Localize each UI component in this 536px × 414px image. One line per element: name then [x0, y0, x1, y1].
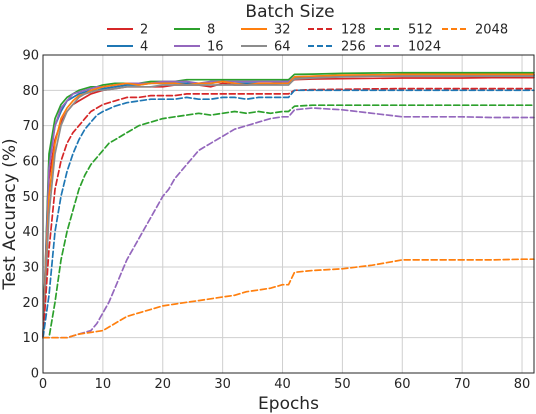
legend-label-1024: 1024 [408, 40, 441, 55]
legend-label-512: 512 [408, 23, 433, 38]
plot-frame [42, 54, 535, 374]
legend-label-16: 16 [207, 40, 224, 55]
y-tick-label: 50 [22, 190, 39, 205]
y-tick-label: 30 [22, 261, 39, 276]
x-tick-label: 70 [454, 377, 471, 392]
legend-label-64: 64 [274, 40, 291, 55]
x-tick-label: 80 [514, 377, 531, 392]
legend-label-8: 8 [207, 23, 215, 38]
x-axis-label: Epochs [258, 394, 319, 414]
y-tick-label: 70 [22, 119, 39, 134]
series-line-256 [42, 89, 535, 339]
legend-label-32: 32 [274, 23, 291, 38]
legend-label-256: 256 [341, 40, 366, 55]
x-tick-label: 60 [394, 377, 411, 392]
series-line-32 [42, 73, 535, 339]
y-tick-label: 40 [22, 225, 39, 240]
series-line-512 [42, 104, 535, 339]
series-line-64 [42, 75, 535, 339]
y-axis-label: Test Accuracy (%) [0, 138, 20, 290]
y-tick-label: 60 [22, 155, 39, 170]
tick-labels: 0 10 20 30 40 50 60 70 80 0 10 20 30 40 50 60 70 80 90 [22, 49, 530, 393]
y-tick-label: 0 [31, 367, 39, 382]
series-line-8 [42, 71, 535, 339]
x-tick-label: 10 [95, 377, 112, 392]
x-tick-label: 20 [154, 377, 171, 392]
gridlines [42, 54, 534, 374]
x-tick-label: 50 [334, 377, 351, 392]
x-tick-label: 0 [39, 377, 47, 392]
series-line-2048 [42, 258, 535, 339]
y-tick-label: 20 [22, 296, 39, 311]
legend-label-128: 128 [341, 23, 366, 38]
legend-label-4: 4 [140, 40, 148, 55]
series-line-1024 [42, 107, 535, 339]
y-tick-label: 90 [22, 49, 39, 64]
y-tick-label: 10 [22, 331, 39, 346]
series-line-4 [42, 74, 535, 339]
series-lines [42, 71, 535, 339]
series-line-128 [42, 87, 535, 339]
x-tick-label: 40 [274, 377, 291, 392]
legend-label-2: 2 [140, 23, 148, 38]
legend: Batch Size 2 8 32 128 512 2048 4 16 64 256 1024 [107, 2, 508, 55]
y-tick-label: 80 [22, 84, 39, 99]
series-line-16 [42, 73, 535, 339]
x-tick-label: 30 [214, 377, 231, 392]
legend-title: Batch Size [245, 2, 334, 22]
legend-label-2048: 2048 [475, 23, 508, 38]
